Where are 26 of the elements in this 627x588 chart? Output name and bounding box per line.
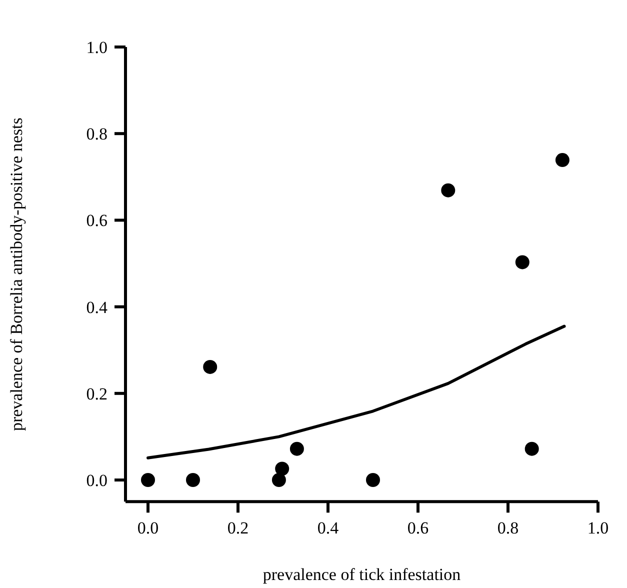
y-tick-label: 0.8	[86, 124, 108, 144]
y-tick-label: 0.6	[86, 211, 108, 230]
point	[275, 462, 290, 476]
line-series	[146, 324, 566, 460]
y-tick-label: 1.0	[86, 38, 108, 57]
point	[203, 360, 218, 374]
point	[186, 473, 200, 487]
y-tick-label: 0.0	[86, 470, 108, 490]
x-tick-label: 0.0	[137, 518, 159, 538]
point	[515, 255, 530, 270]
x-axis-title: prevalence of tick infestation	[262, 565, 462, 584]
y-tick-label: 0.4	[86, 298, 108, 317]
point	[524, 442, 539, 456]
point	[141, 473, 155, 487]
y-axis-title: prevalence of Borrelia antibody-positive nests	[7, 118, 26, 432]
point	[441, 183, 456, 198]
x-tick-label: 0.2	[227, 518, 249, 538]
point	[290, 442, 304, 456]
x-tick-label: 0.6	[407, 518, 429, 538]
point	[272, 473, 286, 487]
x-tick-label: 1.0	[587, 518, 609, 538]
point	[555, 153, 570, 168]
point	[366, 473, 380, 487]
x-tick-label: 0.8	[497, 518, 519, 538]
x-tick-label: 0.4	[317, 518, 340, 538]
y-tick-label: 0.2	[86, 384, 108, 404]
